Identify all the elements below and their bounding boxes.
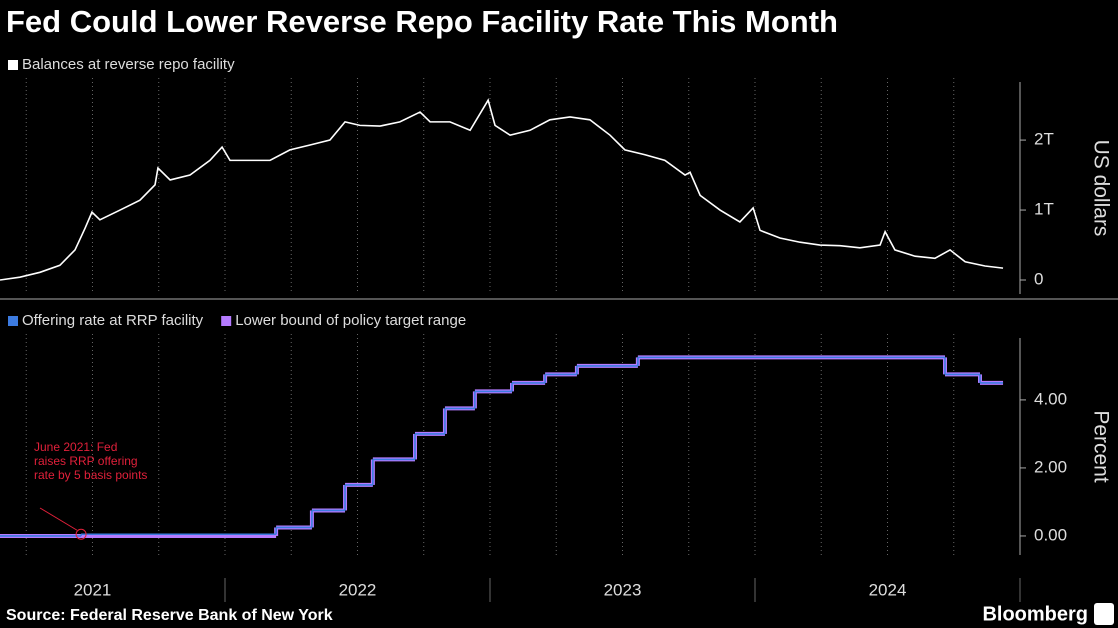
legend-swatch	[8, 60, 18, 70]
chart-title: Fed Could Lower Reverse Repo Facility Ra…	[6, 4, 838, 39]
legend-label: Balances at reverse repo facility	[22, 56, 235, 73]
x-tick-label: 2023	[604, 580, 642, 599]
annotation-text: June 2021: Fed	[34, 440, 117, 454]
annotation-text: rate by 5 basis points	[34, 468, 147, 482]
legend-swatch	[8, 316, 18, 326]
y-tick-label: 4.00	[1034, 389, 1067, 408]
y-tick-label: 2.00	[1034, 457, 1067, 476]
x-tick-label: 2024	[869, 580, 907, 599]
legend-label: Lower bound of policy target range	[235, 312, 466, 329]
y-axis-label: US dollars	[1089, 140, 1112, 237]
legend-label: Offering rate at RRP facility	[22, 312, 204, 329]
y-tick-label: 0.00	[1034, 525, 1067, 544]
brand-icon	[1094, 603, 1114, 625]
y-tick-label: 2T	[1034, 130, 1054, 149]
y-axis-label: Percent	[1089, 410, 1112, 483]
y-tick-label: 1T	[1034, 200, 1054, 219]
source: Source: Federal Reserve Bank of New York	[6, 607, 333, 624]
x-tick-label: 2021	[74, 580, 112, 599]
y-tick-label: 0	[1034, 269, 1043, 288]
x-tick-label: 2022	[339, 580, 377, 599]
brand: Bloomberg	[982, 603, 1088, 625]
legend-swatch	[221, 316, 232, 326]
series-line	[0, 98, 1004, 281]
annotation-text: raises RRP offering	[34, 454, 138, 468]
annotation-marker	[75, 528, 87, 540]
annotation-leader	[39, 507, 78, 531]
